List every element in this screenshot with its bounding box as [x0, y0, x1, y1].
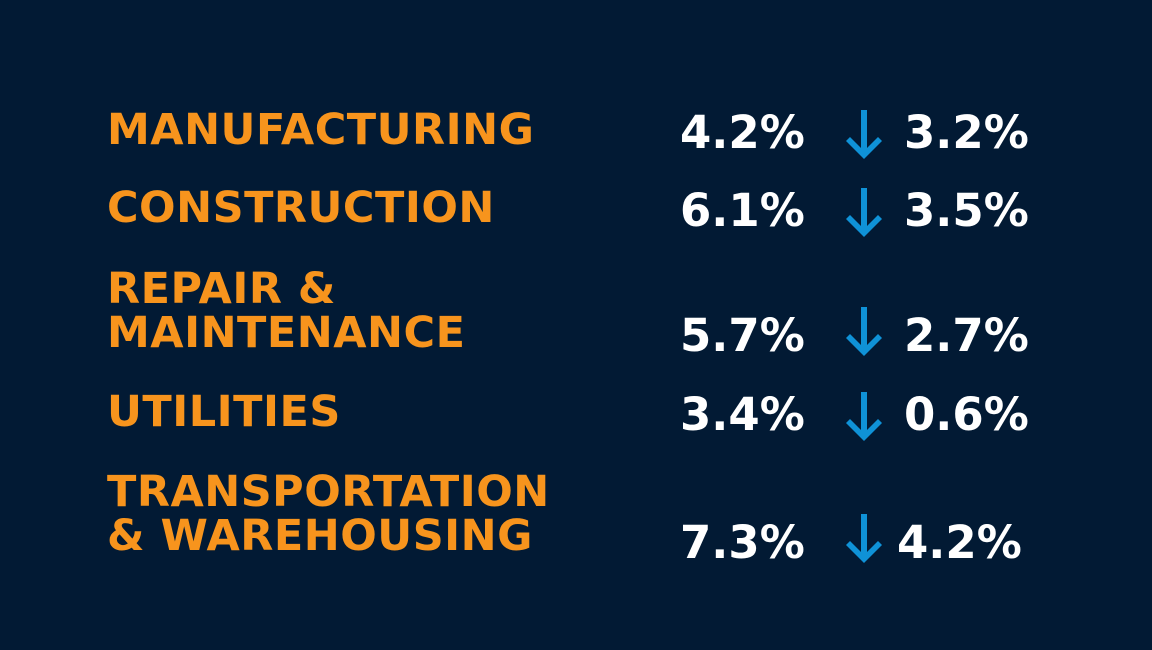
industry-label: MANUFACTURING — [107, 108, 534, 152]
rate-after: 4.2% — [897, 516, 1022, 569]
arrow-down-icon — [842, 392, 886, 444]
industry-label-line: MAINTENANCE — [107, 308, 466, 358]
industry-label: CONSTRUCTION — [107, 186, 495, 230]
rate-before: 6.1% — [680, 184, 805, 237]
arrow-down-icon — [842, 307, 886, 359]
rate-after: 3.5% — [904, 184, 1029, 237]
arrow-down-icon — [842, 514, 886, 566]
arrow-down-icon — [842, 188, 886, 240]
industry-label: UTILITIES — [107, 390, 341, 434]
industry-label: REPAIR & MAINTENANCE — [107, 267, 465, 355]
rate-before: 4.2% — [680, 106, 805, 159]
rate-before: 7.3% — [680, 516, 805, 569]
industry-label-line: UTILITIES — [107, 387, 341, 437]
rate-after: 3.2% — [904, 106, 1029, 159]
industry-label-line: CONSTRUCTION — [107, 183, 495, 233]
industry-label: TRANSPORTATION & WAREHOUSING — [107, 470, 550, 558]
arrow-down-icon — [842, 110, 886, 162]
industry-label-line: MANUFACTURING — [107, 105, 535, 155]
industry-label-line: TRANSPORTATION — [107, 467, 550, 517]
rate-after: 0.6% — [904, 388, 1029, 441]
industry-label-line: REPAIR & — [107, 264, 336, 314]
rate-before: 3.4% — [680, 388, 805, 441]
industry-label-line: & WAREHOUSING — [107, 511, 533, 561]
rate-before: 5.7% — [680, 309, 805, 362]
rate-after: 2.7% — [904, 309, 1029, 362]
